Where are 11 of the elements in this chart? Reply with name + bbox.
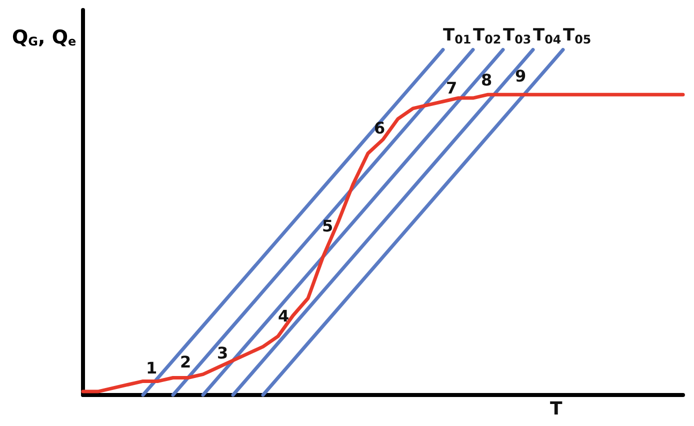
- annotation: 6: [374, 118, 386, 138]
- annotation: 4: [278, 306, 290, 326]
- y-axis-title: QG, Qe: [12, 26, 76, 48]
- annotation: 1: [146, 358, 158, 378]
- x-axis-title: T: [550, 398, 563, 420]
- annotation: 7: [446, 78, 458, 98]
- annotation: 5: [322, 216, 334, 236]
- annotation: 8: [481, 70, 492, 90]
- annotation: 9: [515, 66, 526, 86]
- annotation: 2: [180, 352, 192, 372]
- annotation: 3: [217, 344, 228, 362]
